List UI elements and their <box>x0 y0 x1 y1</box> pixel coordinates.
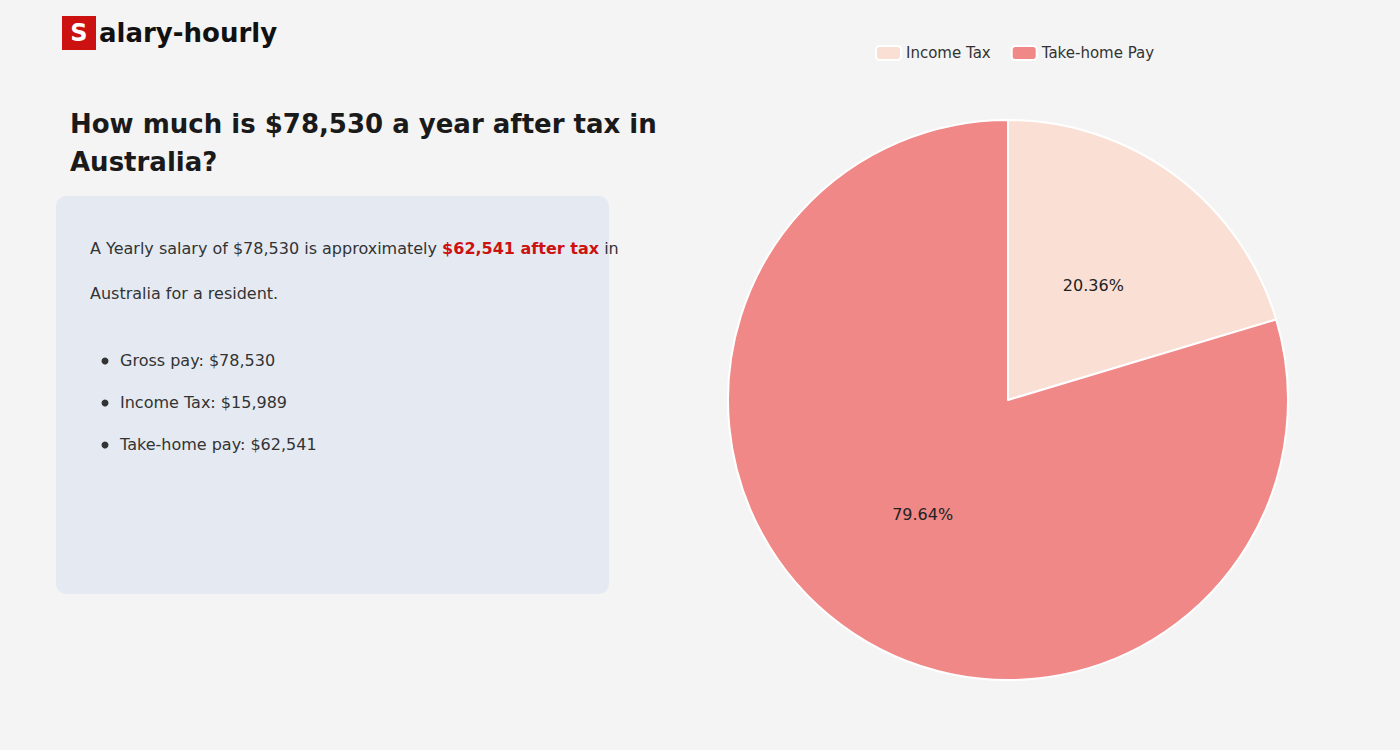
svg-text:20.36%: 20.36% <box>1063 276 1124 295</box>
svg-text:Australia for a resident.: Australia for a resident. <box>90 284 278 303</box>
svg-text:79.64%: 79.64% <box>892 505 953 524</box>
svg-text:$62,541 after tax: $62,541 after tax <box>442 239 600 258</box>
svg-text:alary-hourly: alary-hourly <box>99 18 277 48</box>
svg-text:A Yearly salary of $78,530 is: A Yearly salary of $78,530 is approximat… <box>90 239 442 258</box>
svg-text:How much is $78,530 a year aft: How much is $78,530 a year after tax in <box>70 109 657 139</box>
svg-text:Income Tax: Income Tax <box>906 44 991 62</box>
svg-text:S: S <box>70 19 87 47</box>
svg-text:Income Tax: $15,989: Income Tax: $15,989 <box>120 393 287 412</box>
svg-text:in: in <box>599 239 619 258</box>
svg-text:Take-home pay: $62,541: Take-home pay: $62,541 <box>119 435 317 454</box>
svg-text:Australia?: Australia? <box>70 147 217 177</box>
svg-text:Take-home Pay: Take-home Pay <box>1041 44 1155 62</box>
svg-text:Gross pay: $78,530: Gross pay: $78,530 <box>120 351 275 370</box>
